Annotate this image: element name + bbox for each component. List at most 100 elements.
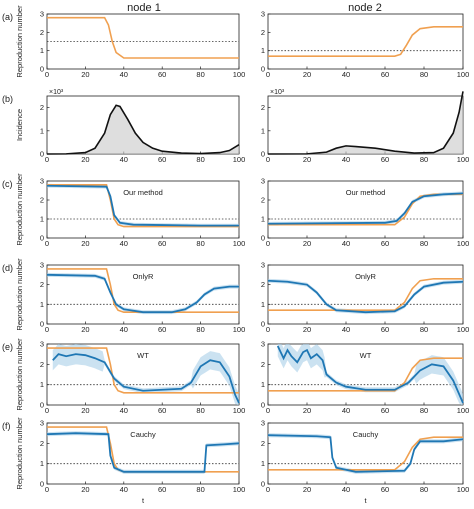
panel-1-node2-xtick-label: 80 bbox=[420, 70, 428, 79]
panel-1-node1-xtick-label: 40 bbox=[120, 70, 128, 79]
panel-2-node2-xtick-label: 80 bbox=[420, 155, 428, 164]
panel-5-node2-frame bbox=[267, 343, 464, 406]
panel-6-node2-x-axis-label: t bbox=[364, 496, 367, 505]
panel-2-node2-exponent-label: ×10³ bbox=[270, 89, 285, 96]
panel-6-node1-x-axis-label: t bbox=[142, 496, 145, 505]
panel-3-node1-estimate-line bbox=[46, 184, 239, 227]
panel-5-node1-xtick-label: 100 bbox=[233, 406, 246, 415]
panel-3-node2-xtick-label: 100 bbox=[457, 239, 470, 248]
column-title-node2: node 2 bbox=[348, 2, 382, 14]
panel-5-node1-true-r-line bbox=[47, 347, 239, 394]
panel-6-node1-estimate-line bbox=[46, 432, 240, 473]
panel-6-node1-xtick-label: 60 bbox=[158, 485, 166, 494]
column-title-node1: node 1 bbox=[127, 2, 161, 14]
row-label-2: (b) bbox=[2, 94, 13, 104]
panel-2-node2-xtick-label: 100 bbox=[457, 155, 470, 164]
panel-4-node2-estimate-line bbox=[267, 279, 464, 314]
panel-6-node2-xtick-label: 100 bbox=[457, 485, 470, 494]
panel-5-node2-true-r-line bbox=[268, 357, 463, 392]
panel-6-node2-frame bbox=[267, 422, 464, 485]
panel-1-node2-true-r-line bbox=[268, 26, 463, 57]
panel-6-node2-xtick-label: 80 bbox=[420, 485, 428, 494]
panel-6-node1-method-label: Cauchy bbox=[130, 430, 156, 439]
panel-5-node2-xtick-label: 0 bbox=[266, 406, 270, 415]
panel-5-node1-estimate-line bbox=[52, 353, 240, 404]
panel-5-node2-xtick-label: 60 bbox=[381, 406, 389, 415]
panel-6-node2-method-label: Cauchy bbox=[353, 430, 379, 439]
y-axis-label-row-2: Incidence bbox=[15, 109, 24, 141]
panel-2-node2: 0 20 40 60 80 100 0 1 2 ×10³ bbox=[261, 89, 469, 164]
panel-3-node2: 0 20 40 60 80 100 0 1 2 3 Our method bbox=[261, 177, 469, 249]
panel-4-node2-xtick-label: 100 bbox=[457, 325, 470, 334]
panel-4-node1-xtick-label: 80 bbox=[196, 325, 204, 334]
panel-2-node2-incidence-band bbox=[268, 91, 463, 154]
panel-5-node1-xtick-label: 60 bbox=[158, 406, 166, 415]
panel-6-node1-estimate-band bbox=[47, 431, 239, 474]
panel-3-node2-xtick-label: 40 bbox=[342, 239, 350, 248]
panel-1-node1-ytick-label: 1 bbox=[40, 46, 44, 55]
panel-5-node2-xtick-label: 20 bbox=[303, 406, 311, 415]
panel-5-node2-xtick-label: 80 bbox=[420, 406, 428, 415]
panel-6-node1-xtick-label: 0 bbox=[45, 485, 49, 494]
panel-4-node1-ytick-label: 0 bbox=[40, 320, 44, 329]
panel-6-node1-xtick-label: 100 bbox=[233, 485, 246, 494]
panel-2-node2-xtick-label: 40 bbox=[342, 155, 350, 164]
panel-4-node1-xtick-label: 40 bbox=[120, 325, 128, 334]
panel-3-node1-xtick-label: 0 bbox=[45, 239, 49, 248]
panel-5-node1-xtick-label: 80 bbox=[196, 406, 204, 415]
panel-1-node1-xtick-label: 60 bbox=[158, 70, 166, 79]
panel-2-node1-exponent-label: ×10³ bbox=[49, 89, 64, 96]
panel-3-node1-frame bbox=[46, 180, 240, 239]
panel-5-node2-estimate-line bbox=[276, 345, 464, 404]
panel-3-node2-estimate-line bbox=[267, 192, 464, 225]
panel-3-node1: 0 20 40 60 80 100 0 1 2 3 Our method bbox=[40, 177, 245, 249]
panel-3-node2-ytick-label: 3 bbox=[261, 177, 265, 186]
panel-4-node2-xtick-label: 80 bbox=[420, 325, 428, 334]
panel-2-node2-xtick-label: 20 bbox=[303, 155, 311, 164]
panel-5-node1-frame bbox=[46, 343, 240, 406]
panel-4-node1-true-r-line bbox=[47, 268, 239, 313]
panel-1-node2-frame bbox=[267, 13, 464, 70]
panel-6-node2-true-r-line bbox=[268, 436, 463, 471]
panel-1-node2-ytick-label: 1 bbox=[261, 46, 265, 55]
panel-6-node1-xtick-label: 80 bbox=[196, 485, 204, 494]
panel-3-node1-xtick-label: 40 bbox=[120, 239, 128, 248]
panel-2-node2-ytick-label: 1 bbox=[261, 126, 265, 135]
panel-5-node1-ytick-label: 0 bbox=[40, 401, 44, 410]
panel-1-node2-xtick-label: 0 bbox=[266, 70, 270, 79]
y-axis-label-row-1: Reproduction number bbox=[15, 5, 24, 78]
panel-6-node2: 0 20 40 60 80 100 0 1 2 3 Cauchy t bbox=[261, 419, 469, 506]
panel-1-node2-xtick-label: 100 bbox=[457, 70, 470, 79]
panel-6-node1-xtick-label: 40 bbox=[120, 485, 128, 494]
panel-5-node2-xtick-label: 100 bbox=[457, 406, 470, 415]
panel-5-node2-ytick-label: 1 bbox=[261, 380, 265, 389]
panel-4-node1-xtick-label: 20 bbox=[81, 325, 89, 334]
panel-3-node1-method-label: Our method bbox=[123, 188, 163, 197]
panel-3-node1-ytick-label: 0 bbox=[40, 234, 44, 243]
panel-2-node1-ytick-label: 1 bbox=[40, 126, 44, 135]
panel-4-node1-method-label: OnlyR bbox=[133, 272, 154, 281]
panel-1-node2-ytick-label: 3 bbox=[261, 10, 265, 19]
panel-2-node2-incidence-line bbox=[267, 91, 464, 155]
panel-5-node2-method-label: WT bbox=[360, 351, 372, 360]
panel-6-node2-xtick-label: 60 bbox=[381, 485, 389, 494]
panel-3-node1-ytick-label: 1 bbox=[40, 215, 44, 224]
panel-5-node1-xtick-label: 20 bbox=[81, 406, 89, 415]
panel-3-node2-xtick-label: 80 bbox=[420, 239, 428, 248]
panel-2-node1-incidence-line bbox=[46, 104, 240, 155]
row-label-6: (f) bbox=[2, 421, 11, 431]
panel-5-node2-xtick-label: 40 bbox=[342, 406, 350, 415]
y-axis-label-row-5: Reproduction number bbox=[15, 338, 24, 411]
panel-5-node2: 0 20 40 60 80 100 0 1 2 3 WT bbox=[261, 340, 469, 416]
panel-1-node1-ytick-label: 3 bbox=[40, 10, 44, 19]
panel-4-node2-ytick-label: 3 bbox=[261, 261, 265, 270]
panel-2-node2-ytick-label: 2 bbox=[261, 103, 265, 112]
panel-6-node2-ytick-label: 0 bbox=[261, 480, 265, 489]
panel-3-node2-xtick-label: 60 bbox=[381, 239, 389, 248]
panel-3-node1-true-r-line bbox=[47, 184, 239, 228]
panel-4-node2-ytick-label: 0 bbox=[261, 320, 265, 329]
panel-4-node1-frame bbox=[46, 264, 240, 325]
panel-4-node2-xtick-label: 60 bbox=[381, 325, 389, 334]
